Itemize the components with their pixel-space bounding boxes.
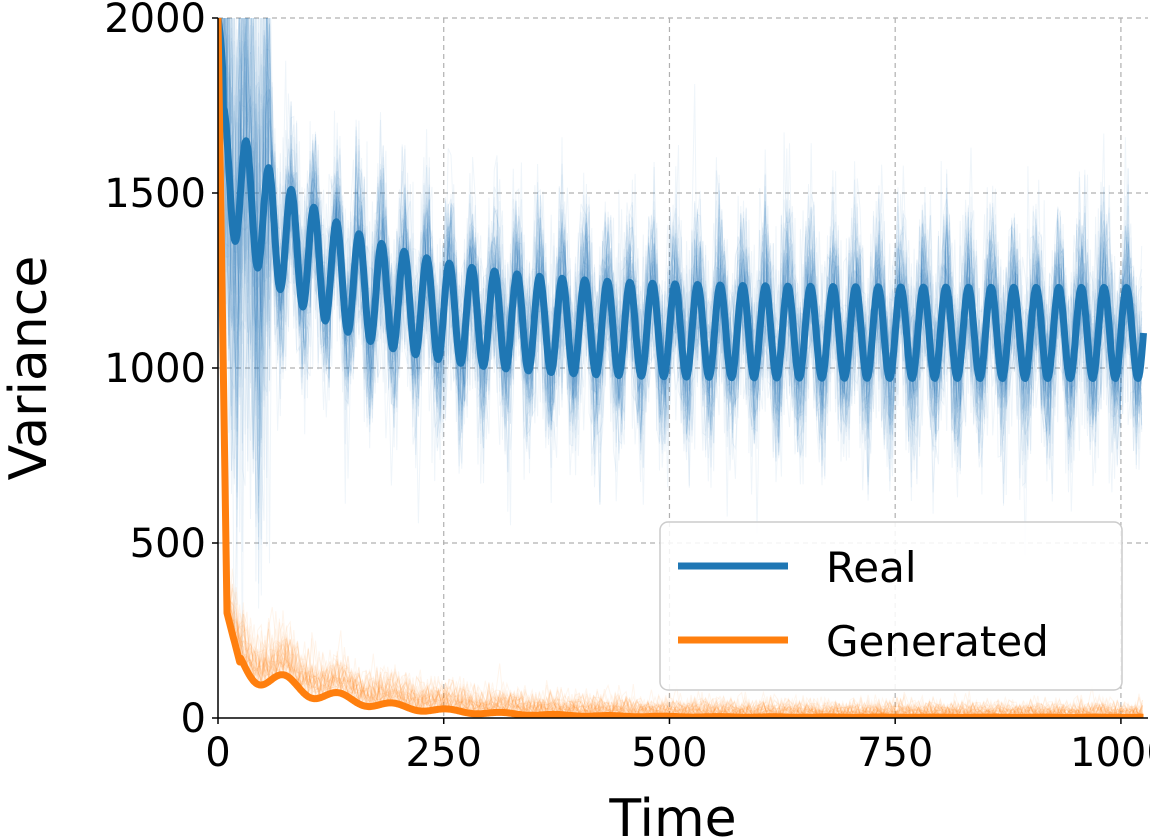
y-axis-title: Variance [0, 256, 59, 481]
generated-sample-trace [218, 18, 1143, 718]
generated-sample-trace [218, 18, 1143, 718]
generated-sample-trace [218, 18, 1143, 718]
generated-sample-trace [218, 18, 1144, 718]
generated-sample-trace [218, 18, 1144, 718]
x-axis-title: Time [608, 789, 736, 839]
real-sample-trace [221, 18, 1143, 471]
generated-mean-line [218, 18, 1147, 718]
y-tick-label: 0 [181, 696, 206, 742]
generated-sample-trace [218, 18, 1144, 718]
x-tick-label: 750 [857, 730, 933, 776]
y-tick-label: 500 [130, 521, 206, 567]
legend-real-label: Real [826, 543, 917, 592]
generated-sample-trace [218, 18, 1144, 718]
x-tick-label: 0 [205, 730, 230, 776]
generated-sample-trace [218, 18, 1143, 718]
generated-sample-trace [218, 18, 1143, 718]
generated-sample-trace [218, 18, 1144, 718]
generated-sample-trace [218, 18, 1143, 718]
real-mean-line [218, 18, 1147, 382]
legend-generated-label: Generated [826, 617, 1049, 666]
legend: Real Generated [659, 521, 1123, 691]
generated-sample-trace [218, 18, 1144, 718]
generated-sample-trace [218, 18, 1144, 718]
y-tick-label: 1000 [104, 346, 206, 392]
tick-labels: 0 250 500 750 1000 0 500 1000 1500 2000 [104, 0, 1150, 776]
generated-sample-trace [218, 18, 1143, 718]
generated-sample-trace [218, 18, 1143, 718]
generated-sample-trace [218, 18, 1143, 718]
generated-sample-trace [218, 18, 1143, 718]
x-tick-label: 500 [631, 730, 707, 776]
real-sample-trace [219, 18, 1143, 458]
x-tick-label: 1000 [1070, 730, 1150, 776]
real-sample-trace [220, 18, 1143, 533]
y-tick-label: 2000 [104, 0, 206, 42]
generated-sample-trace [218, 18, 1143, 718]
generated-sample-trace [218, 18, 1144, 718]
y-tick-label: 1500 [104, 171, 206, 217]
generated-sample-trace [218, 18, 1144, 718]
real-sample-trace [231, 18, 1143, 524]
generated-sample-trace [218, 18, 1144, 718]
generated-sample-trace [218, 18, 1144, 718]
x-tick-label: 250 [406, 730, 482, 776]
